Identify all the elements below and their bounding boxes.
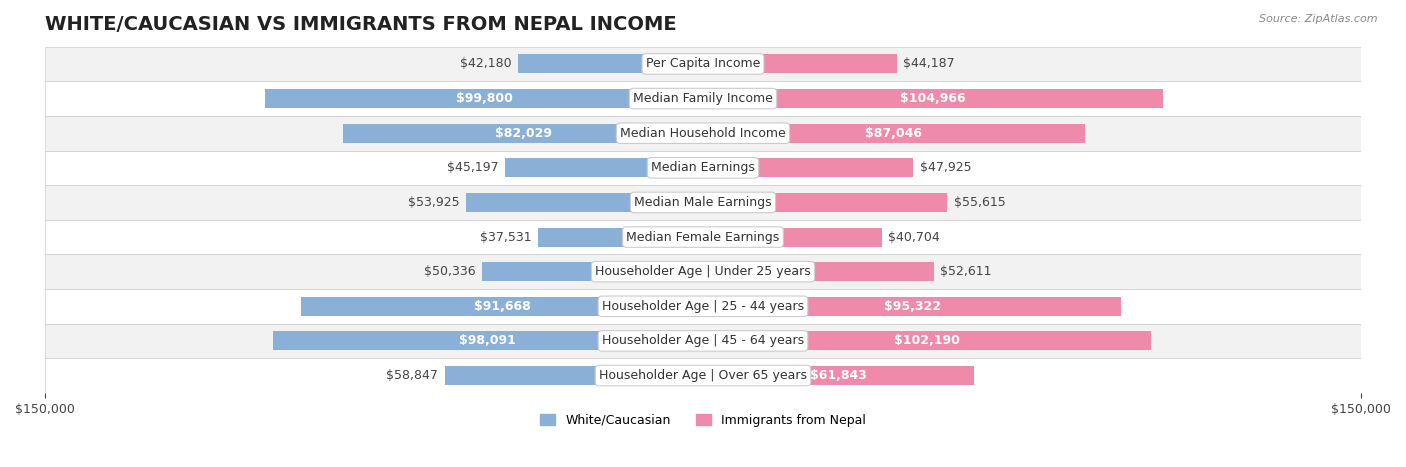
Text: $95,322: $95,322 [883, 300, 941, 313]
Text: Median Male Earnings: Median Male Earnings [634, 196, 772, 209]
Text: Source: ZipAtlas.com: Source: ZipAtlas.com [1260, 14, 1378, 24]
Text: Per Capita Income: Per Capita Income [645, 57, 761, 71]
Text: $99,800: $99,800 [456, 92, 513, 105]
Text: Householder Age | 25 - 44 years: Householder Age | 25 - 44 years [602, 300, 804, 313]
Text: $37,531: $37,531 [479, 231, 531, 244]
Text: $40,704: $40,704 [889, 231, 939, 244]
Text: WHITE/CAUCASIAN VS IMMIGRANTS FROM NEPAL INCOME: WHITE/CAUCASIAN VS IMMIGRANTS FROM NEPAL… [45, 15, 676, 34]
Bar [266, 89, 703, 108]
Bar [505, 158, 703, 177]
Text: $82,029: $82,029 [495, 127, 551, 140]
Text: $55,615: $55,615 [953, 196, 1005, 209]
Text: Householder Age | 45 - 64 years: Householder Age | 45 - 64 years [602, 334, 804, 347]
Text: $102,190: $102,190 [894, 334, 960, 347]
Bar [45, 116, 1361, 150]
Bar [45, 150, 1361, 185]
Text: $50,336: $50,336 [425, 265, 475, 278]
Bar [45, 220, 1361, 255]
Text: Householder Age | Over 65 years: Householder Age | Over 65 years [599, 369, 807, 382]
Bar [301, 297, 703, 316]
Bar [45, 255, 1361, 289]
Text: $44,187: $44,187 [904, 57, 955, 71]
Text: $42,180: $42,180 [460, 57, 512, 71]
Bar [45, 81, 1361, 116]
Bar [45, 47, 1361, 81]
Bar [45, 185, 1361, 220]
Text: Median Family Income: Median Family Income [633, 92, 773, 105]
Text: Householder Age | Under 25 years: Householder Age | Under 25 years [595, 265, 811, 278]
Text: $52,611: $52,611 [941, 265, 991, 278]
Text: $53,925: $53,925 [408, 196, 460, 209]
Text: $61,843: $61,843 [810, 369, 868, 382]
Bar [482, 262, 703, 281]
Text: Median Earnings: Median Earnings [651, 161, 755, 174]
Bar [703, 332, 1152, 350]
Text: $98,091: $98,091 [460, 334, 516, 347]
Bar [538, 227, 703, 247]
Text: Median Female Earnings: Median Female Earnings [627, 231, 779, 244]
Bar [703, 124, 1085, 143]
Text: $91,668: $91,668 [474, 300, 530, 313]
Text: $45,197: $45,197 [447, 161, 498, 174]
Bar [703, 158, 914, 177]
Bar [444, 366, 703, 385]
Bar [273, 332, 703, 350]
Bar [703, 366, 974, 385]
Bar [703, 262, 934, 281]
Legend: White/Caucasian, Immigrants from Nepal: White/Caucasian, Immigrants from Nepal [536, 409, 870, 432]
Bar [517, 55, 703, 73]
Text: $58,847: $58,847 [387, 369, 439, 382]
Bar [467, 193, 703, 212]
Bar [703, 55, 897, 73]
Text: Median Household Income: Median Household Income [620, 127, 786, 140]
Text: $47,925: $47,925 [920, 161, 972, 174]
Bar [45, 289, 1361, 324]
Bar [703, 227, 882, 247]
Bar [703, 297, 1121, 316]
Bar [703, 89, 1164, 108]
Text: $87,046: $87,046 [866, 127, 922, 140]
Text: $104,966: $104,966 [900, 92, 966, 105]
Bar [703, 193, 948, 212]
Bar [45, 358, 1361, 393]
Bar [343, 124, 703, 143]
Bar [45, 324, 1361, 358]
